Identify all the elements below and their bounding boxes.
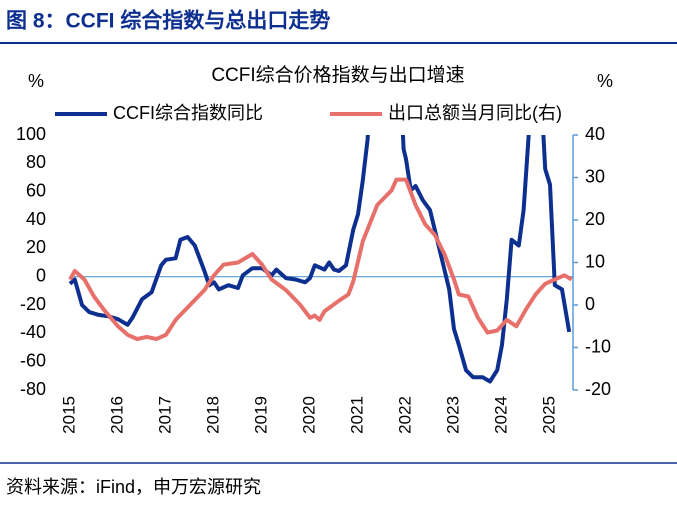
- x-tick-label: 2021: [347, 396, 366, 434]
- y-axis-label: %: [28, 71, 44, 91]
- y-tick-label: 60: [26, 180, 46, 200]
- y-tick-label: 100: [16, 124, 46, 144]
- y-tick-label: -60: [20, 350, 46, 370]
- y-tick-label: -40: [20, 322, 46, 342]
- x-tick-label: 2016: [107, 396, 126, 434]
- legend-label: CCFI综合指数同比: [113, 103, 263, 123]
- x-tick-label: 2024: [491, 396, 510, 434]
- y2-tick-label: 40: [585, 124, 605, 144]
- x-tick-label: 2022: [395, 396, 414, 434]
- y2-tick-label: -10: [585, 336, 611, 356]
- y-tick-label: 80: [26, 152, 46, 172]
- x-tick-label: 2023: [443, 396, 462, 434]
- y2-tick-label: 20: [585, 209, 605, 229]
- series-line: [68, 135, 572, 384]
- x-tick-label: 2017: [155, 396, 174, 434]
- y2-tick-label: -20: [585, 379, 611, 399]
- y2-axis-label: %: [597, 71, 613, 91]
- x-tick-label: 2015: [59, 396, 78, 434]
- series-line: [68, 177, 573, 341]
- y2-tick-label: 0: [585, 294, 595, 314]
- y-tick-label: -20: [20, 294, 46, 314]
- chart-title: CCFI综合价格指数与出口增速: [211, 64, 464, 86]
- x-tick-label: 2025: [539, 396, 558, 434]
- plot-area: [68, 135, 573, 384]
- source: 资料来源：iFind，申万宏源研究: [6, 477, 261, 497]
- y-tick-label: 20: [26, 237, 46, 257]
- x-tick-label: 2018: [203, 396, 222, 434]
- figure-title: 图 8：CCFI 综合指数与总出口走势: [6, 9, 330, 33]
- y-tick-label: 40: [26, 209, 46, 229]
- legend-label: 出口总额当月同比(右): [388, 103, 562, 123]
- y-tick-label: 0: [36, 265, 46, 285]
- y2-tick-label: 10: [585, 251, 605, 271]
- x-tick-label: 2019: [251, 396, 270, 434]
- x-tick-label: 2020: [299, 396, 318, 434]
- y2-tick-label: 30: [585, 166, 605, 186]
- y-tick-label: -80: [20, 379, 46, 399]
